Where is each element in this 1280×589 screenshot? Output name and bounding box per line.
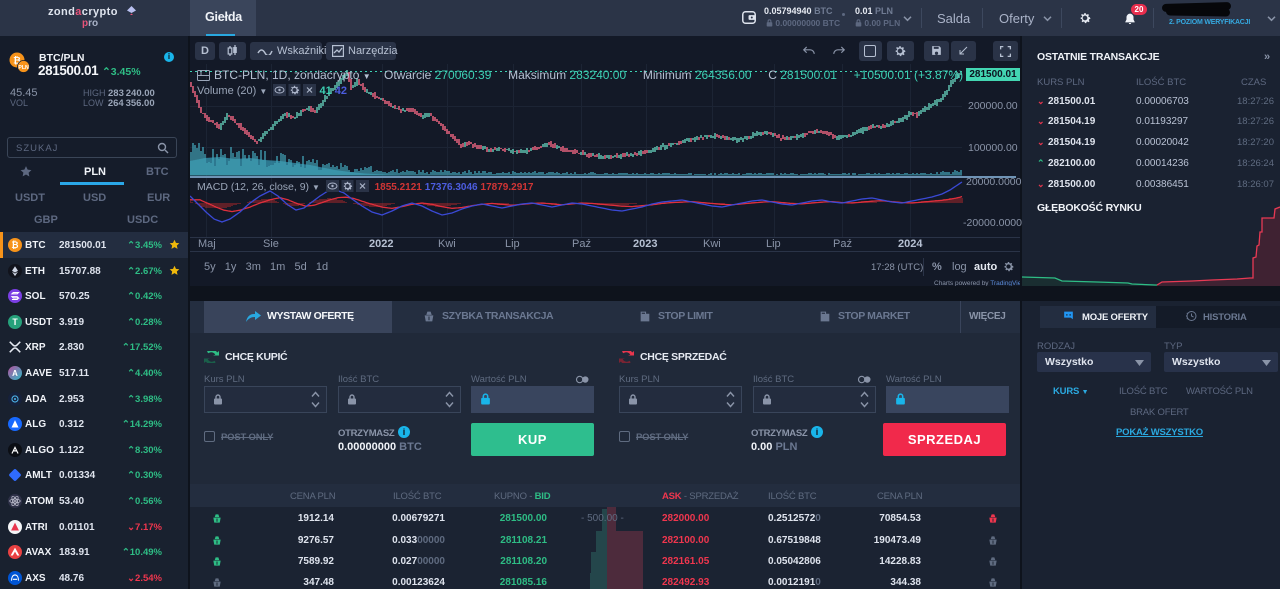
svg-text:₿: ₿ [13,56,21,67]
svg-text:A: A [12,369,18,378]
svg-text:₿: ₿ [11,240,18,250]
svg-text:PLN: PLN [18,65,29,71]
svg-text:T: T [12,317,18,327]
